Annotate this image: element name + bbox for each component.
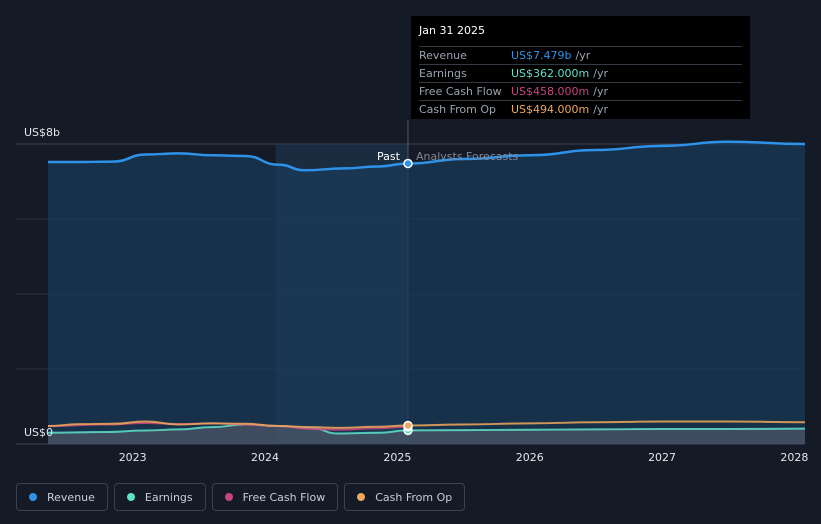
- tooltip-value: US$458.000m: [511, 85, 590, 98]
- past-label: Past: [377, 150, 401, 163]
- x-tick-label: 2028: [780, 451, 808, 464]
- axis-labels: US$8b US$0 2023 2024 2025 2026 2027 2028 Past Ana…: [24, 126, 808, 464]
- revenue-dot-icon: [29, 493, 37, 501]
- tooltip-unit: /yr: [593, 67, 608, 80]
- tooltip-label: Earnings: [419, 67, 467, 80]
- revenue-marker: [403, 158, 413, 169]
- tooltip-value: US$494.000m: [511, 103, 590, 116]
- legend-label: Revenue: [47, 490, 95, 504]
- x-tick-label: 2027: [648, 451, 676, 464]
- revenue-line: [48, 140, 806, 172]
- x-tick-label: 2026: [516, 451, 544, 464]
- revenue-area: [48, 141, 805, 444]
- x-tick-label: 2025: [383, 451, 411, 464]
- legend-label: Earnings: [144, 490, 193, 504]
- legend-label: Free Cash Flow: [242, 490, 326, 504]
- free-cash-flow-dot-icon: [224, 493, 233, 501]
- tooltip-label: Free Cash Flow: [419, 85, 502, 98]
- tooltip-row-cash-from-op: Cash From Op US$494.000m /yr: [419, 100, 742, 118]
- tooltip-row-free-cash-flow: Free Cash Flow US$458.000m /yr: [419, 82, 742, 100]
- tooltip: Jan 31 2025 Revenue US$7.479b /yr Earnin…: [411, 16, 750, 119]
- tooltip-value: US$7.479b: [511, 49, 572, 62]
- tooltip-unit: /yr: [575, 49, 591, 62]
- legend-item-free-cash-flow[interactable]: Free Cash Flow: [211, 483, 339, 511]
- legend-item-revenue[interactable]: Revenue: [16, 483, 108, 511]
- x-tick-label: 2023: [119, 451, 147, 464]
- legend-item-cash-from-op[interactable]: Cash From Op: [344, 483, 466, 511]
- earnings-dot-icon: [126, 493, 135, 501]
- legend-label: Cash From Op: [375, 490, 453, 504]
- area-fills: [48, 141, 805, 444]
- tooltip-value: US$362.000m: [511, 67, 590, 80]
- tooltip-label: Revenue: [419, 49, 467, 62]
- x-tick-label: 2024: [251, 451, 279, 464]
- forecast-label: Analysts Forecasts: [416, 150, 519, 163]
- legend-item-earnings[interactable]: Earnings: [113, 483, 206, 511]
- tooltip-unit: /yr: [593, 103, 608, 116]
- series-lines: [47, 140, 806, 435]
- cash-from-op-marker: [403, 420, 413, 431]
- tooltip-date: Jan 31 2025: [419, 24, 485, 37]
- cash-from-op-dot-icon: [357, 493, 366, 501]
- y-tick-label: US$8b: [24, 126, 60, 139]
- legend: Revenue Earnings Free Cash Flow Cash Fro…: [16, 483, 466, 511]
- series-markers: [403, 158, 413, 436]
- cash-from-op-line: [47, 420, 806, 429]
- y-tick-label: US$0: [24, 426, 53, 439]
- earnings-line: [47, 423, 806, 435]
- tooltip-unit: /yr: [593, 85, 608, 98]
- tooltip-label: Cash From Op: [419, 103, 497, 116]
- tooltip-row-revenue: Revenue US$7.479b /yr: [419, 46, 742, 64]
- tooltip-row-earnings: Earnings US$362.000m /yr: [419, 64, 742, 82]
